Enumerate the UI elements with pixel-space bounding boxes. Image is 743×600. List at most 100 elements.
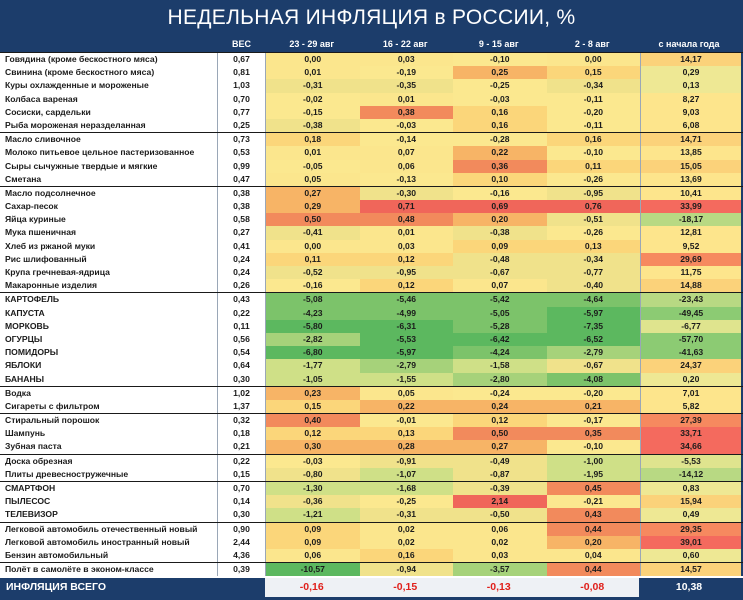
row-weight: 1,02: [218, 386, 266, 400]
row-weight: 0,32: [218, 414, 266, 428]
row-weight: 0,64: [218, 359, 266, 373]
row-name: СМАРТФОН: [0, 482, 218, 496]
row-value-ytd: 27,39: [640, 414, 741, 428]
table-row: Водка 1,02 0,23 0,05 -0,24 -0,20 7,01: [0, 385, 743, 400]
row-weight: 0,25: [218, 118, 266, 133]
row-value-w3: 0,03: [453, 548, 547, 563]
row-value-w2: -0,13: [359, 172, 453, 186]
header-week4: 2 - 8 авг: [574, 39, 610, 49]
row-weight: 0,41: [218, 239, 266, 253]
table-row: БАНАНЫ 0,30 -1,05 -1,55 -2,80 -4,08 0,20: [0, 372, 743, 386]
row-value-ytd: -23,43: [640, 293, 741, 307]
row-value-w1: -0,38: [266, 118, 360, 133]
row-value-w2: -0,35: [359, 79, 453, 93]
row-value-ytd: 24,37: [640, 359, 741, 373]
row-value-w1: -0,16: [266, 279, 360, 293]
row-name: Молоко питьевое цельное пастеризованное: [0, 146, 218, 160]
row-value-w1: -5,08: [266, 293, 360, 307]
row-value-w4: -0,95: [546, 186, 640, 201]
row-value-w1: -6,80: [266, 346, 360, 360]
row-value-w2: -2,79: [359, 359, 453, 373]
row-value-w2: 0,02: [359, 535, 453, 549]
row-weight: 0,38: [218, 200, 266, 214]
row-weight: 0,30: [218, 508, 266, 522]
row-value-w3: -3,57: [453, 563, 547, 577]
row-name: Сахар-песок: [0, 200, 218, 214]
row-value-w2: 0,01: [359, 226, 453, 240]
row-name: Водка: [0, 386, 218, 400]
row-weight: 0,54: [218, 346, 266, 360]
row-value-w4: 0,44: [546, 522, 640, 536]
row-name: Свинина (кроме бескостного мяса): [0, 66, 218, 80]
row-value-w4: -0,11: [546, 92, 640, 106]
row-value-ytd: -41,63: [640, 346, 741, 360]
row-value-w4: 0,43: [546, 508, 640, 522]
row-value-w1: 0,09: [266, 535, 360, 549]
row-value-ytd: -14,12: [640, 467, 741, 481]
row-value-w3: -0,50: [453, 508, 547, 522]
row-value-w3: 0,10: [453, 172, 547, 186]
row-value-w4: -0,17: [546, 414, 640, 428]
row-value-w2: 0,71: [359, 200, 453, 214]
row-value-w3: -0,16: [453, 186, 547, 201]
row-value-w1: 0,30: [266, 440, 360, 454]
row-value-w2: 0,03: [359, 239, 453, 253]
row-value-w1: 0,09: [266, 522, 360, 536]
row-weight: 0,26: [218, 279, 266, 293]
table-row: Бензин автомобильный 4,36 0,06 0,16 0,03 0,04…: [0, 548, 743, 563]
row-value-ytd: 14,57: [640, 563, 741, 577]
row-value-w2: 0,38: [359, 105, 453, 119]
table-row: ПОМИДОРЫ 0,54 -6,80 -5,97 -4,24 -2,79 -41,63: [0, 346, 743, 360]
row-name: Говядина (кроме бескостного мяса): [0, 53, 218, 67]
row-name: ОГУРЦЫ: [0, 332, 218, 347]
row-value-w2: 0,06: [359, 159, 453, 173]
row-value-ytd: -49,45: [640, 306, 741, 320]
row-name: Стиральный порошок: [0, 414, 218, 428]
row-value-ytd: 39,01: [640, 535, 741, 549]
table-row: Крупа гречневая-ядрица 0,24 -0,52 -0,95 -0,6…: [0, 266, 743, 280]
row-value-w2: 0,05: [359, 386, 453, 400]
row-value-w4: -1,95: [546, 467, 640, 481]
row-value-w1: -0,36: [266, 495, 360, 509]
row-name: Яйца куриные: [0, 213, 218, 227]
row-value-w3: 0,09: [453, 239, 547, 253]
row-value-w1: 0,01: [266, 146, 360, 160]
table-row: СМАРТФОН 0,70 -1,30 -1,68 -0,39 0,45 0,83: [0, 481, 743, 496]
row-value-w3: -0,87: [453, 467, 547, 481]
row-name: КАПУСТА: [0, 306, 218, 320]
header-week3: 9 - 15 авг: [478, 39, 519, 49]
row-value-w1: -1,30: [266, 482, 360, 496]
row-value-w3: 0,24: [453, 399, 547, 414]
row-value-ytd: 13,69: [640, 172, 741, 186]
row-value-w2: -1,68: [359, 482, 453, 496]
row-value-w3: -0,49: [453, 454, 547, 468]
table-row: Мука пшеничная 0,27 -0,41 0,01 -0,38 -0,26 12,…: [0, 226, 743, 240]
total-label: ИНФЛЯЦИЯ ВСЕГО: [6, 581, 107, 594]
row-weight: 0,30: [218, 372, 266, 386]
row-value-w1: -0,15: [266, 105, 360, 119]
row-value-ytd: 14,17: [640, 53, 741, 67]
row-value-w3: 0,36: [453, 159, 547, 173]
row-value-ytd: -6,77: [640, 319, 741, 333]
table-row: Легковой автомобиль отечественный новый 0…: [0, 521, 743, 536]
row-value-ytd: 33,71: [640, 427, 741, 441]
row-value-ytd: 0,13: [640, 79, 741, 93]
row-value-w3: 0,50: [453, 427, 547, 441]
row-value-w1: -4,23: [266, 306, 360, 320]
row-value-w2: 0,13: [359, 427, 453, 441]
row-value-w1: 0,05: [266, 172, 360, 186]
row-value-w4: -0,40: [546, 279, 640, 293]
row-value-w3: -5,42: [453, 293, 547, 307]
row-name: Доска обрезная: [0, 454, 218, 468]
row-value-w4: -4,08: [546, 372, 640, 386]
row-value-w1: 0,11: [266, 252, 360, 266]
row-name: Крупа гречневая-ядрица: [0, 266, 218, 280]
row-weight: 0,58: [218, 213, 266, 227]
row-weight: 0,73: [218, 133, 266, 147]
row-name: Макаронные изделия: [0, 279, 218, 293]
table-row: ЯБЛОКИ 0,64 -1,77 -2,79 -1,58 -0,67 24,37: [0, 359, 743, 373]
row-value-w4: -5,97: [546, 306, 640, 320]
row-value-w3: 0,16: [453, 118, 547, 133]
row-value-w3: 0,20: [453, 213, 547, 227]
row-value-ytd: 0,49: [640, 508, 741, 522]
